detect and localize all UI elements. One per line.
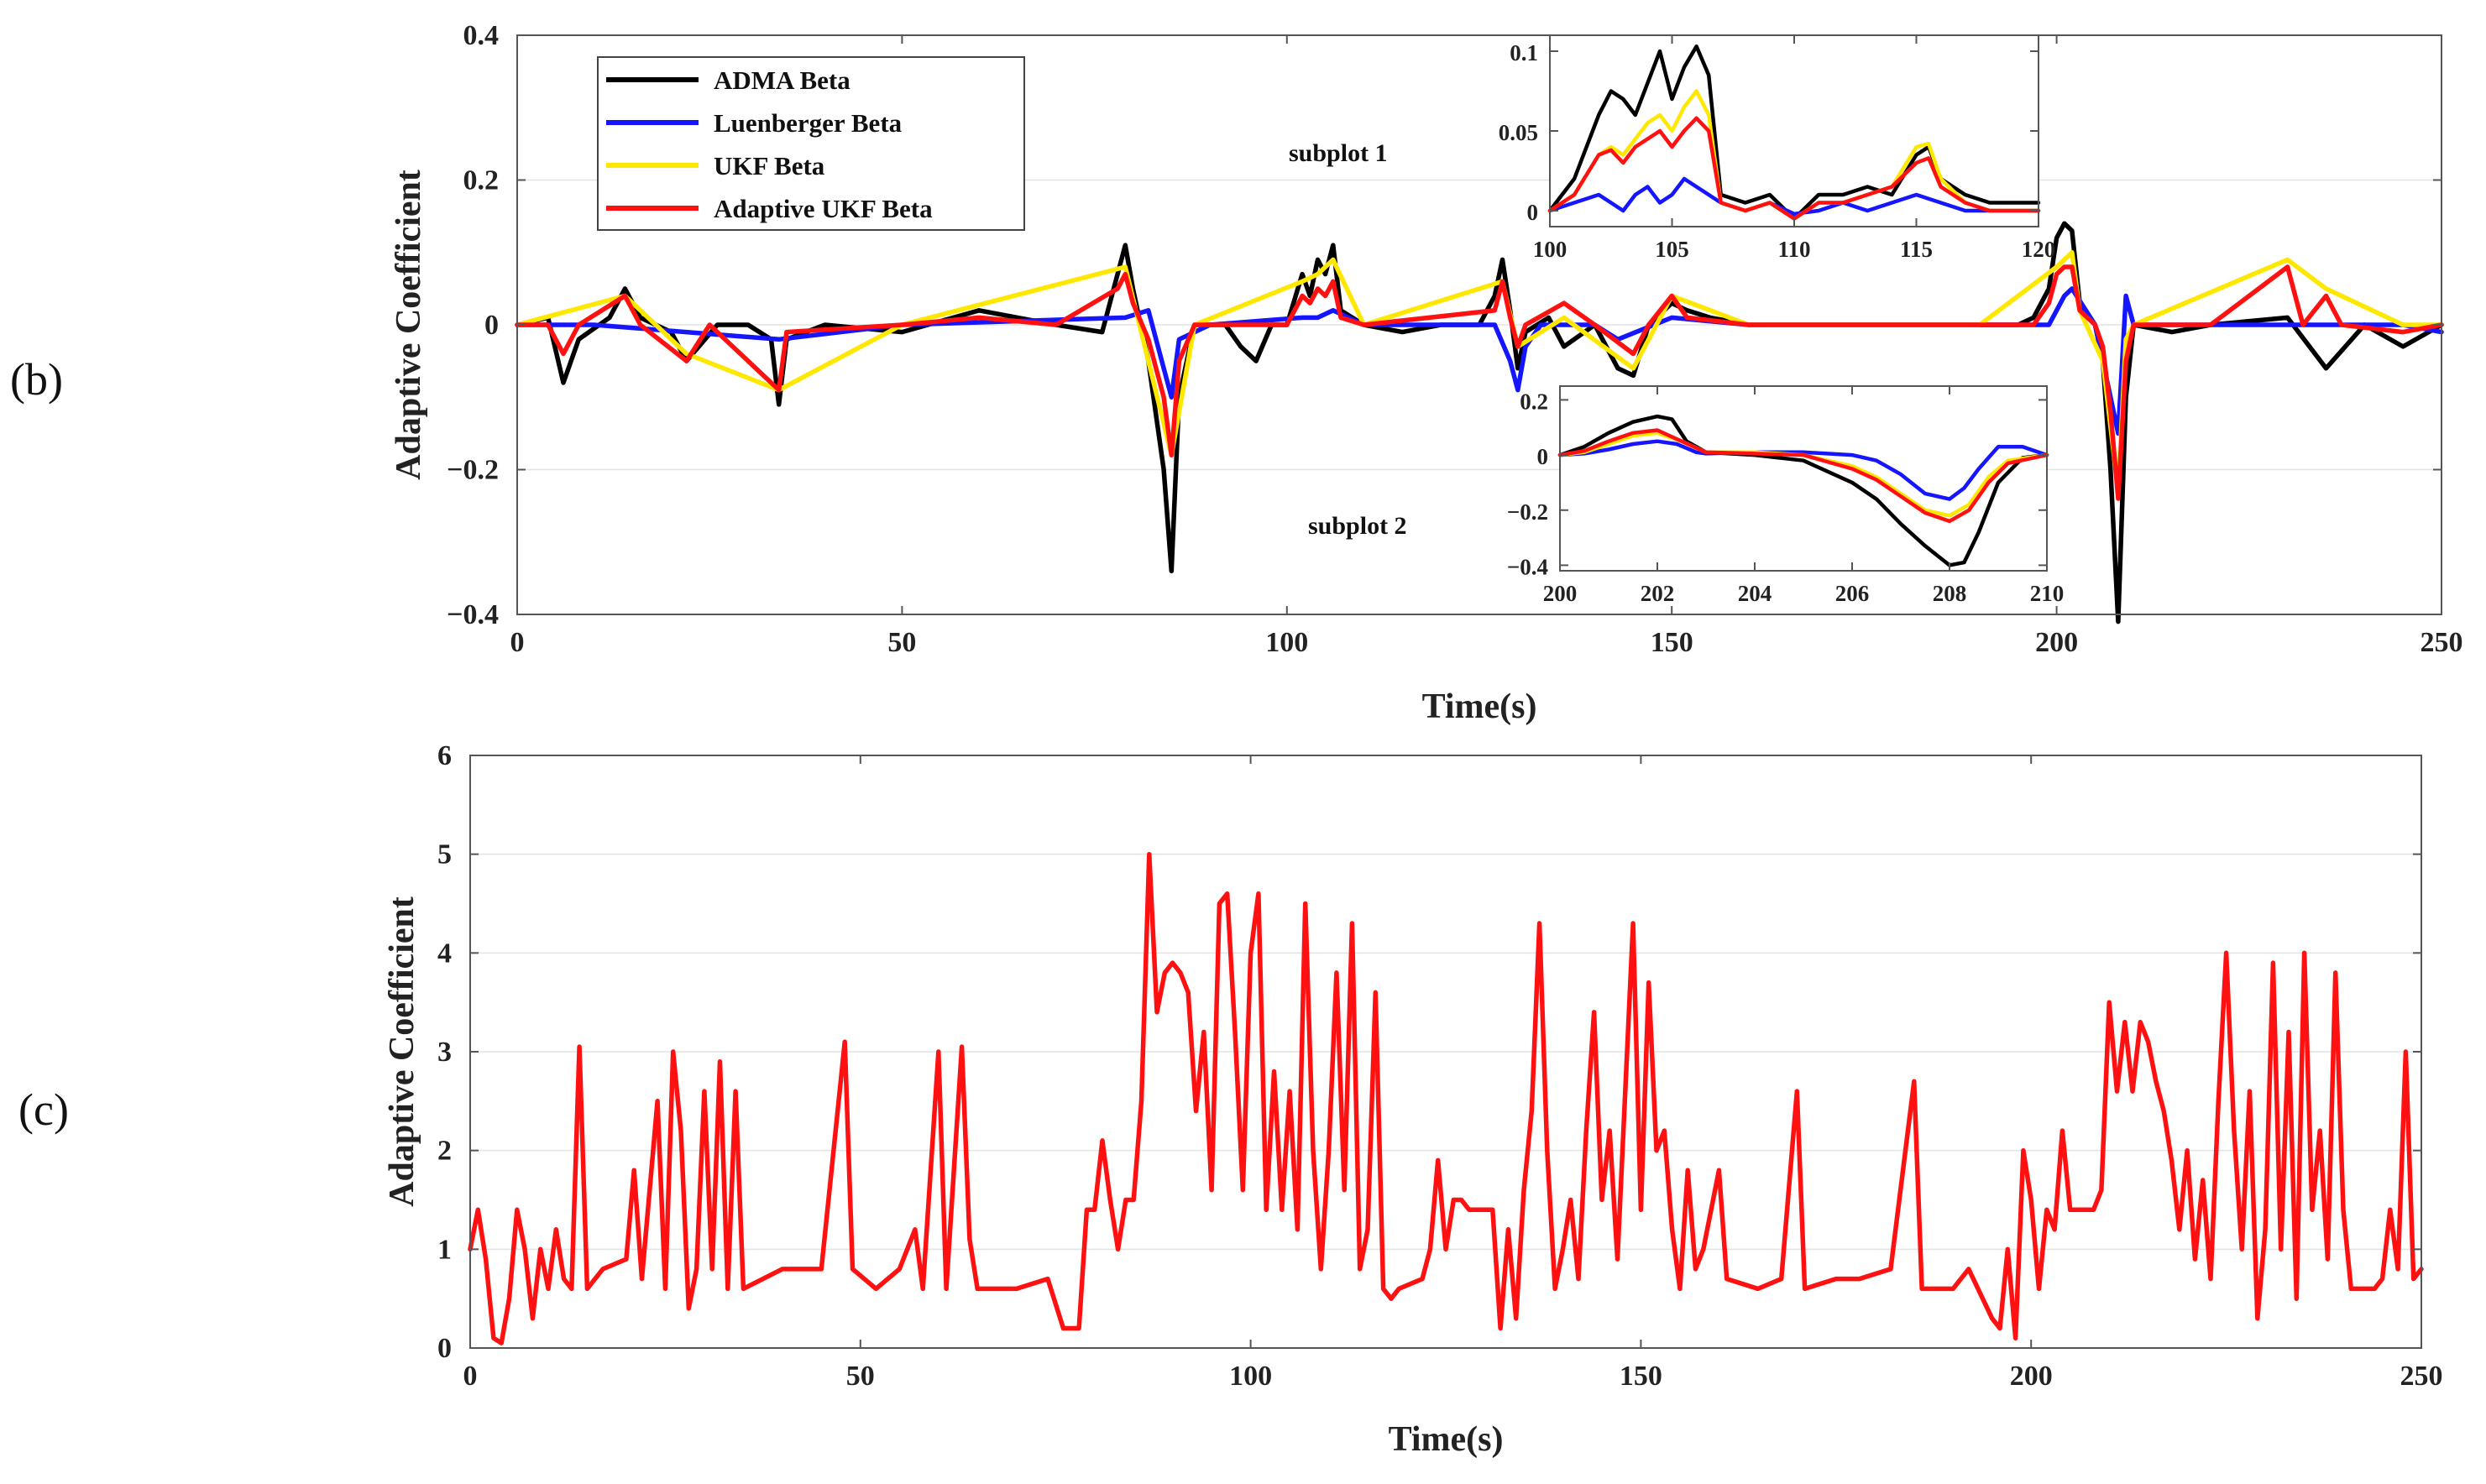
legend-label-adma: ADMA Beta — [714, 65, 850, 95]
xtick-label: 250 — [2400, 1361, 2443, 1392]
xtick-label: 115 — [1900, 237, 1933, 262]
inset-2-xticks: 200 202 204 206 208 210 — [1543, 386, 2065, 606]
inset-subplot-1: 0.1 0.05 0 100 105 110 115 120 — [1499, 34, 2056, 262]
panel-label-c: (c) — [18, 1084, 69, 1135]
inset-2-background — [1560, 386, 2047, 571]
inset-1-background — [1550, 35, 2039, 227]
inset-2-frame — [1559, 385, 2048, 572]
inset-2-yticks: 0.2 0 −0.2 −0.4 — [1507, 389, 2047, 579]
chart-b-series — [515, 221, 2444, 624]
ytick-label: 0 — [1537, 444, 1549, 469]
ytick-label: 0.1 — [1510, 40, 1538, 65]
ytick-label: 0.2 — [1520, 389, 1548, 414]
legend-label-luenberger: Luenberger Beta — [714, 108, 903, 138]
chart-b-xlabel: Time(s) — [1422, 687, 1537, 726]
ytick-label: 0 — [437, 1333, 452, 1364]
annotation-subplot-1: subplot 1 — [1289, 139, 1388, 167]
series-luenberger-beta — [515, 286, 2444, 436]
xtick-label: 210 — [2030, 581, 2065, 606]
chart-c-ylabel: Adaptive Coefficient — [383, 896, 421, 1207]
xtick-label: 150 — [1620, 1361, 1662, 1392]
xtick-label: 100 — [1229, 1361, 1272, 1392]
chart-c: 6 5 4 3 2 1 0 0 50 100 150 200 250 Time(s) Adaptive… — [383, 740, 2443, 1459]
legend-box — [597, 56, 1025, 231]
xtick-label: 120 — [2022, 237, 2056, 262]
ytick-label: 5 — [437, 839, 452, 870]
chart-c-series — [468, 851, 2424, 1346]
xtick-label: 200 — [2010, 1361, 2053, 1392]
ytick-label: −0.2 — [1507, 499, 1548, 525]
series-adaptive-ukf-beta — [1557, 428, 2049, 524]
chart-c-xlabel: Time(s) — [1389, 1420, 1504, 1459]
ytick-label: 0 — [1527, 200, 1539, 225]
inset-1-xticks: 100 105 110 115 120 — [1533, 35, 2056, 262]
chart-c-yticks: 6 5 4 3 2 1 0 — [437, 740, 2421, 1364]
xtick-label: 204 — [1738, 581, 1772, 606]
chart-b-yticks: 0.4 0.2 0 −0.2 −0.4 — [447, 20, 2442, 630]
xtick-label: 0 — [463, 1361, 478, 1392]
inset-1-series — [1547, 44, 2041, 221]
inset-2-series — [1557, 414, 2049, 567]
series-luenberger-beta — [1557, 439, 2049, 501]
chart-c-xticks: 0 50 100 150 200 250 — [463, 755, 2443, 1392]
ytick-label: 6 — [437, 740, 452, 771]
chart-b: 0.40.20−0.2−0.4 0 50 100 150 200 250 Time(s) … — [390, 20, 2463, 726]
xtick-label: 100 — [1265, 627, 1308, 658]
xtick-label: 202 — [1641, 581, 1675, 606]
panel-label-b: (b) — [10, 354, 63, 405]
chart-b-xticks: 0 50 100 150 200 250 — [510, 35, 2463, 658]
ytick-label: 0.4 — [463, 20, 500, 51]
ytick-label: 4 — [437, 938, 452, 969]
xtick-label: 208 — [1933, 581, 1967, 606]
series-adaptive-ukf-beta — [1547, 116, 2041, 221]
ytick-label: 0 — [484, 310, 499, 341]
xtick-label: 206 — [1835, 581, 1870, 606]
chart-b-legend: ADMA Beta Luenberger Beta UKF Beta Adapt… — [597, 56, 1025, 231]
xtick-label: 50 — [846, 1361, 875, 1392]
series-adma-beta — [1557, 414, 2049, 567]
xtick-label: 200 — [2035, 627, 2078, 658]
xtick-label: 100 — [1533, 237, 1567, 262]
legend-label-adaptive-ukf: Adaptive UKF Beta — [714, 194, 933, 223]
ytick-label: 0.05 — [1499, 120, 1538, 145]
ytick-label: 0.2 — [463, 165, 500, 196]
xtick-label: 50 — [887, 627, 916, 658]
ytick-label: 1 — [437, 1234, 452, 1265]
chart-b-ylabel: Adaptive Coefficient — [390, 170, 428, 480]
xtick-label: 105 — [1655, 237, 1689, 262]
ytick-label: 3 — [437, 1037, 452, 1068]
series-ukf-beta — [515, 250, 2444, 494]
xtick-label: 110 — [1777, 237, 1810, 262]
annotation-subplot-2: subplot 2 — [1308, 512, 1407, 540]
ytick-label: −0.4 — [1507, 554, 1548, 579]
series-adaptive-coefficient — [468, 851, 2424, 1346]
xtick-label: 200 — [1543, 581, 1578, 606]
series-adaptive-ukf-beta — [515, 264, 2444, 501]
ytick-label: −0.2 — [447, 455, 499, 486]
xtick-label: 0 — [510, 627, 525, 658]
ytick-label: −0.4 — [447, 599, 499, 630]
legend-label-ukf: UKF Beta — [714, 151, 825, 180]
xtick-label: 250 — [2421, 627, 2463, 658]
inset-1-yticks: 0.1 0.05 0 — [1499, 40, 2039, 225]
xtick-label: 150 — [1651, 627, 1693, 658]
inset-subplot-2: 0.2 0 −0.2 −0.4 200 202 204 206 208 210 — [1507, 385, 2065, 606]
ytick-label: 2 — [437, 1136, 452, 1167]
